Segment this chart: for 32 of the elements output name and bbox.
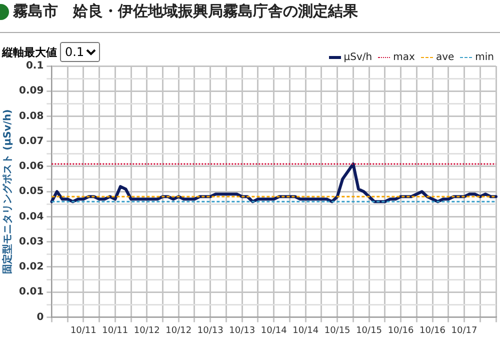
x-tick-label: 10/13 [197,326,224,336]
y-tick-label: 0.07 [18,136,44,147]
y-tick-label: 0.09 [18,86,44,97]
y-tick-label: 0.04 [18,211,44,222]
text: 縦軸最大値 [2,44,57,60]
x-tick-label: 10/14 [260,326,288,336]
legend-label: ave [434,52,454,63]
x-tick-label: 10/13 [229,326,256,336]
legend-label: μSv/h [342,52,372,63]
y-tick-label: 0.01 [18,286,44,298]
chart-title: 霧島市 姶良・伊佐地域振興局霧島庁舎の測定結果 [13,2,358,21]
y-tick-label: 0.03 [18,236,44,248]
y-tick-label: 0 [36,312,44,323]
x-tick-label: 10/12 [134,326,160,336]
x-tick-label: 10/14 [292,326,319,336]
y-axis-title: 固定型モニタリングポスト (μSv/h) [2,109,14,274]
x-tick-label: 10/12 [166,326,192,336]
y-tick-label: 0.06 [18,161,44,172]
y-tick-label: 0.05 [18,186,44,198]
y-tick-label: 0.02 [18,262,44,273]
x-tick-label: 10/16 [420,326,446,336]
x-tick-label: 10/11 [70,326,96,336]
x-tick-label: 10/11 [102,326,128,336]
legend-label: max [392,52,415,63]
legend-label: min [474,52,494,63]
x-tick-label: 10/15 [356,326,382,336]
x-tick-label: 10/16 [388,326,414,336]
max-value-select: 0.1 [60,42,100,62]
y-tick-label: 0.08 [18,110,44,122]
y-tick-label: 0.1 [26,60,44,72]
x-tick-label: 10/15 [324,326,350,336]
x-tick-label: 10/17 [451,326,478,336]
